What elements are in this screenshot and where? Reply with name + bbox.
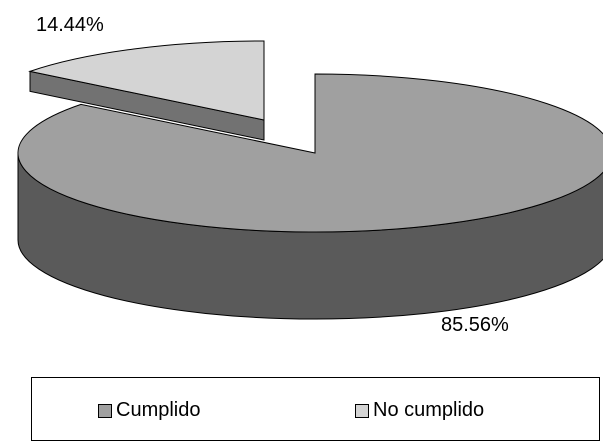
legend-label-no-cumplido: No cumplido <box>373 399 485 421</box>
legend-label-cumplido: Cumplido <box>116 399 201 421</box>
legend-swatch-cumplido <box>98 403 112 418</box>
slice-no-cumplido <box>28 40 265 121</box>
legend-swatch-no-cumplido <box>355 403 369 418</box>
legend: Cumplido No cumplido <box>31 377 600 441</box>
legend-item-cumplido: Cumplido <box>98 399 200 422</box>
data-label-cumplido: 85.56% <box>441 314 509 336</box>
legend-item-no-cumplido: No cumplido <box>355 399 484 422</box>
slice-cumplido <box>17 73 603 233</box>
data-label-no-cumplido: 14.44% <box>36 14 104 36</box>
